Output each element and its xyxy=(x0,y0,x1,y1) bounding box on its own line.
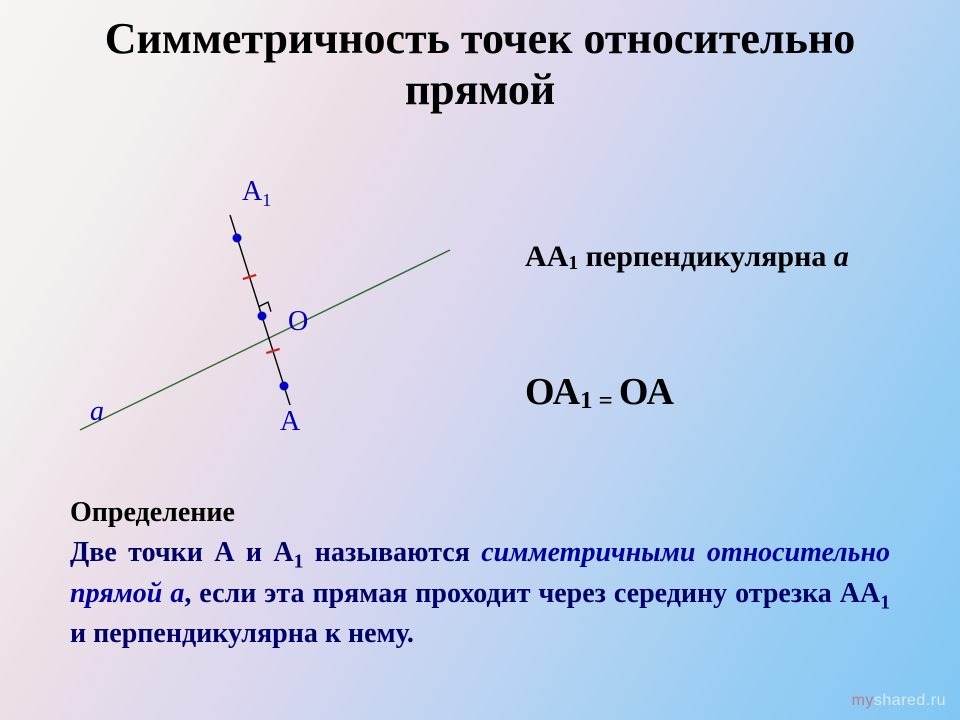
title-line2: прямой xyxy=(405,65,555,114)
label-a: А xyxy=(280,406,301,437)
label-a: a xyxy=(90,396,104,427)
definition-heading: Определение xyxy=(70,495,890,531)
label-o: О xyxy=(288,306,308,337)
line-a xyxy=(80,250,450,430)
point-a1 xyxy=(233,234,242,243)
slide: Симметричность точек относительно прямой… xyxy=(0,0,960,720)
segment-aa1 xyxy=(230,215,290,405)
point-o xyxy=(258,312,267,321)
point-a xyxy=(280,382,289,391)
label-a1: А1 xyxy=(242,176,271,210)
slide-title: Симметричность точек относительно прямой xyxy=(0,14,960,115)
definition-body: Две точки А и А1 называются симметричным… xyxy=(70,535,890,652)
symmetry-diagram: А1 О Аa xyxy=(60,140,460,460)
statement-perpendicular: АА1 перпендикулярна a xyxy=(525,240,849,274)
title-line1: Симметричность точек относительно xyxy=(105,14,855,63)
definition-block: Определение Две точки А и А1 называются … xyxy=(70,495,890,652)
watermark: myshared.ru xyxy=(852,692,946,710)
statement-equality: ОА1 = ОА xyxy=(525,370,674,414)
